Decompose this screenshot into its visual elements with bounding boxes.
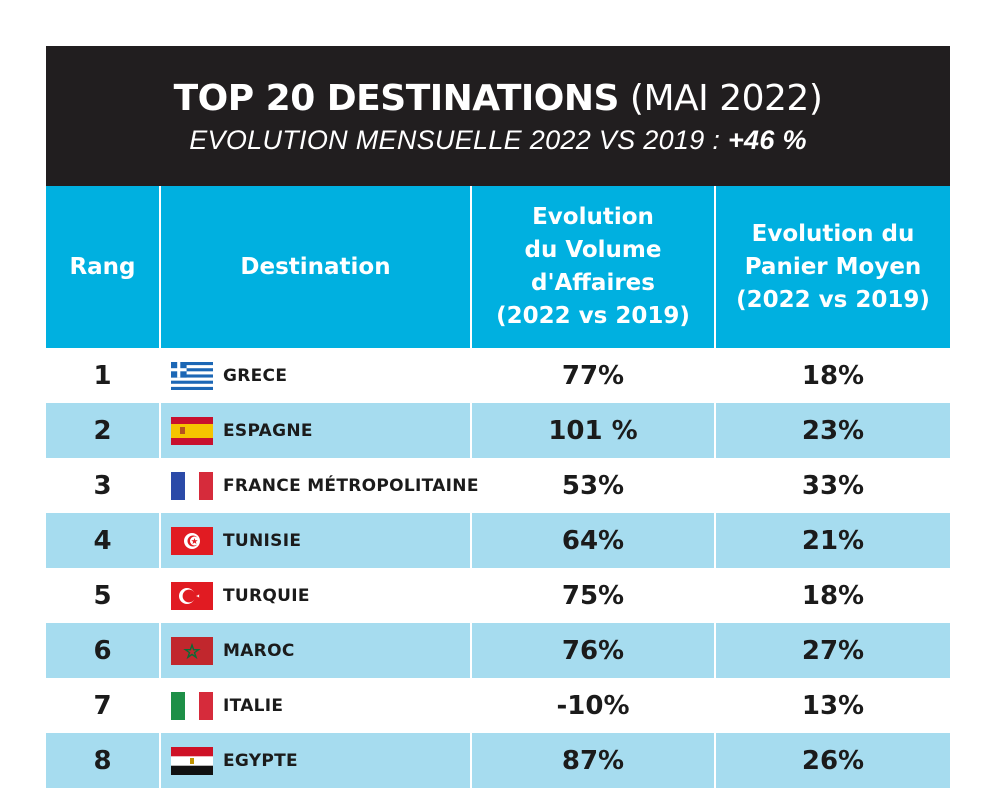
table-row: 3 FRANCE MÉTROPOLITAINE 53% 33%: [46, 458, 950, 513]
destination-name: ITALIE: [223, 695, 284, 716]
table-row: 2 ESPAGNE 101 % 23%: [46, 403, 950, 458]
basket-cell: 18%: [715, 348, 950, 403]
table-row: 7 ITALIE -10% 13%: [46, 678, 950, 733]
destination-cell: ITALIE: [160, 678, 472, 733]
destination-cell: FRANCE MÉTROPOLITAINE: [160, 458, 478, 513]
page-title: TOP 20 DESTINATIONS (MAI 2022): [46, 76, 950, 122]
destination-name: TUNISIE: [223, 530, 302, 551]
subtitle-prefix: EVOLUTION MENSUELLE 2022 VS 2019 :: [189, 125, 721, 155]
destination-cell: ESPAGNE: [160, 403, 472, 458]
volume-cell: -10%: [471, 678, 716, 733]
subtitle-value: +46 %: [727, 125, 807, 155]
destination-cell: MAROC: [160, 623, 472, 678]
destination-name: EGYPTE: [223, 750, 298, 771]
volume-cell: 53%: [471, 458, 716, 513]
volume-cell: 76%: [471, 623, 716, 678]
title-period: (MAI 2022): [629, 78, 823, 119]
page-subtitle: EVOLUTION MENSUELLE 2022 VS 2019 : +46 %: [46, 122, 950, 158]
destination-name: MAROC: [223, 640, 295, 661]
morocco-flag-icon: [171, 636, 213, 665]
column-header-basket: Evolution du Panier Moyen (2022 vs 2019): [715, 186, 950, 348]
basket-header-line: Evolution du: [751, 220, 915, 247]
destination-cell: EGYPTE: [160, 733, 472, 788]
destination-name: TURQUIE: [223, 585, 310, 606]
destination-name: GRECE: [223, 365, 288, 386]
destination-name: ESPAGNE: [223, 420, 313, 441]
destination-cell: TUNISIE: [160, 513, 472, 568]
greece-flag-icon: [171, 361, 213, 390]
column-header-volume: Evolution du Volume d'Affaires (2022 vs …: [471, 186, 716, 348]
volume-header-line: (2022 vs 2019): [496, 303, 690, 329]
basket-cell: 13%: [715, 678, 950, 733]
rank-cell: 1: [46, 348, 161, 403]
table-row: 4 TUNISIE 64% 21%: [46, 513, 950, 568]
volume-header-line: d'Affaires: [531, 270, 655, 296]
destination-name: FRANCE MÉTROPOLITAINE: [223, 475, 479, 496]
spain-flag-icon: [171, 416, 213, 445]
basket-cell: 18%: [715, 568, 950, 623]
title-banner: TOP 20 DESTINATIONS (MAI 2022) EVOLUTION…: [46, 46, 950, 186]
table-row: 5 TURQUIE 75% 18%: [46, 568, 950, 623]
basket-cell: 23%: [715, 403, 950, 458]
rank-cell: 2: [46, 403, 161, 458]
top20-panel: TOP 20 DESTINATIONS (MAI 2022) EVOLUTION…: [46, 46, 950, 788]
column-header-destination: Destination: [160, 186, 472, 348]
title-bold: TOP 20 DESTINATIONS: [173, 78, 620, 119]
volume-header-line: Evolution: [532, 204, 654, 230]
france-flag-icon: [171, 471, 213, 500]
tunisia-flag-icon: [171, 526, 213, 555]
table-row: 6 MAROC 76% 27%: [46, 623, 950, 678]
destinations-table: Rang Destination Evolution du Volume d'A…: [46, 186, 950, 788]
table-header-row: Rang Destination Evolution du Volume d'A…: [46, 186, 950, 348]
basket-cell: 26%: [715, 733, 950, 788]
turkey-flag-icon: [171, 581, 213, 610]
basket-header-line: (2022 vs 2019): [736, 286, 930, 313]
volume-cell: 77%: [471, 348, 716, 403]
rank-cell: 7: [46, 678, 161, 733]
volume-cell: 101 %: [471, 403, 716, 458]
column-header-rank: Rang: [46, 186, 161, 348]
rank-cell: 8: [46, 733, 161, 788]
rank-cell: 3: [46, 458, 161, 513]
rank-cell: 5: [46, 568, 161, 623]
rank-cell: 4: [46, 513, 161, 568]
basket-cell: 33%: [715, 458, 950, 513]
egypt-flag-icon: [171, 746, 213, 775]
volume-cell: 75%: [471, 568, 716, 623]
basket-cell: 21%: [715, 513, 950, 568]
volume-cell: 87%: [471, 733, 716, 788]
basket-header-line: Panier Moyen: [744, 253, 922, 280]
destination-cell: GRECE: [160, 348, 472, 403]
rank-cell: 6: [46, 623, 161, 678]
table-row: 8 EGYPTE 87% 26%: [46, 733, 950, 788]
table-row: 1 GRECE 77% 18%: [46, 348, 950, 403]
volume-header-line: du Volume: [524, 237, 662, 263]
volume-cell: 64%: [471, 513, 716, 568]
destination-cell: TURQUIE: [160, 568, 472, 623]
italy-flag-icon: [171, 691, 213, 720]
basket-cell: 27%: [715, 623, 950, 678]
